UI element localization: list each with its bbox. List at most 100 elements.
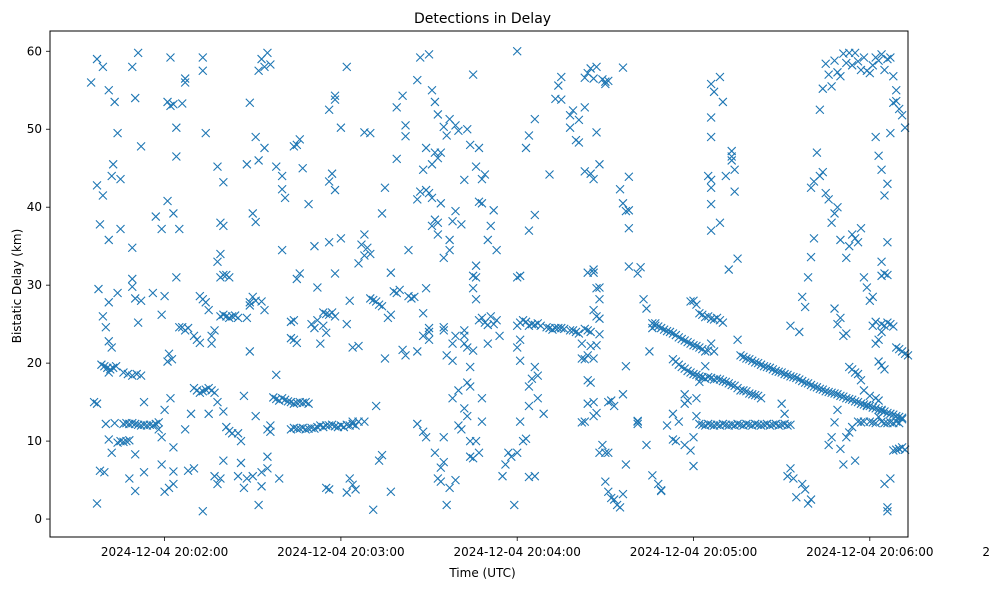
detection-point bbox=[589, 305, 598, 315]
detection-point bbox=[477, 198, 487, 208]
detection-point bbox=[415, 53, 425, 62]
detection-point bbox=[883, 179, 892, 189]
detection-point bbox=[163, 196, 172, 206]
detection-point bbox=[169, 209, 178, 218]
detection-point bbox=[865, 401, 875, 411]
detection-point bbox=[374, 300, 384, 310]
detection-point bbox=[797, 292, 807, 302]
detection-point bbox=[242, 313, 252, 323]
detection-point bbox=[439, 253, 449, 263]
detection-point bbox=[454, 126, 463, 136]
detection-point bbox=[254, 500, 264, 510]
detection-point bbox=[592, 283, 601, 293]
detection-point bbox=[856, 375, 866, 385]
detection-point bbox=[733, 419, 742, 429]
detection-point bbox=[236, 458, 246, 468]
detection-point bbox=[633, 417, 643, 426]
detection-point bbox=[859, 400, 869, 409]
detection-point bbox=[692, 341, 701, 351]
detection-point bbox=[818, 167, 828, 177]
detection-point bbox=[166, 53, 175, 62]
detection-point bbox=[348, 480, 358, 490]
detection-point bbox=[721, 171, 731, 181]
detection-point bbox=[888, 410, 898, 419]
detection-point bbox=[853, 57, 863, 66]
detection-point bbox=[850, 396, 860, 406]
detection-point bbox=[589, 174, 598, 184]
detection-point bbox=[183, 323, 193, 333]
detection-point bbox=[465, 382, 475, 391]
detection-point bbox=[777, 399, 787, 409]
detection-point bbox=[844, 241, 854, 251]
detection-point bbox=[386, 310, 396, 320]
detection-point bbox=[151, 212, 161, 221]
detection-point bbox=[318, 308, 328, 317]
detection-point bbox=[762, 362, 772, 372]
detection-point bbox=[477, 393, 487, 403]
detection-point bbox=[122, 436, 131, 446]
detection-point bbox=[539, 409, 549, 419]
detection-point bbox=[789, 474, 798, 483]
detection-point bbox=[169, 99, 178, 109]
detection-point bbox=[780, 409, 789, 419]
detection-point bbox=[107, 171, 117, 181]
detection-point bbox=[600, 477, 610, 487]
detection-point bbox=[583, 350, 593, 360]
detection-point bbox=[756, 393, 766, 403]
detection-point bbox=[198, 506, 208, 516]
detection-point bbox=[700, 361, 710, 371]
detection-point bbox=[897, 110, 907, 120]
detection-point bbox=[111, 361, 121, 371]
detection-point bbox=[248, 292, 258, 302]
detection-point bbox=[724, 265, 734, 274]
detection-point bbox=[618, 63, 628, 73]
detection-point bbox=[718, 376, 728, 386]
detection-point bbox=[424, 50, 434, 59]
detection-point bbox=[95, 219, 105, 229]
detection-point bbox=[265, 421, 275, 430]
detection-point bbox=[894, 418, 904, 428]
detection-point bbox=[821, 188, 831, 198]
detection-point bbox=[880, 364, 889, 374]
detection-point bbox=[847, 230, 857, 239]
detection-point bbox=[98, 311, 108, 321]
detection-point bbox=[686, 446, 695, 455]
detection-point bbox=[786, 420, 795, 430]
detection-point bbox=[524, 382, 534, 391]
detection-point bbox=[201, 128, 211, 138]
detection-point bbox=[715, 218, 725, 228]
detection-point bbox=[218, 310, 228, 320]
detection-point bbox=[456, 425, 466, 434]
detection-point bbox=[104, 368, 114, 377]
detection-point bbox=[254, 66, 264, 76]
detection-point bbox=[818, 84, 828, 94]
detection-point bbox=[621, 206, 631, 216]
detection-point bbox=[833, 389, 842, 399]
detection-point bbox=[797, 376, 807, 386]
detection-point bbox=[486, 221, 496, 231]
detection-point bbox=[430, 448, 440, 458]
detection-point bbox=[104, 336, 114, 346]
detection-point bbox=[439, 457, 449, 467]
detection-point bbox=[786, 321, 795, 331]
detection-point bbox=[189, 331, 199, 341]
detection-point bbox=[171, 272, 181, 282]
detection-point bbox=[874, 335, 884, 345]
detection-point bbox=[301, 397, 311, 407]
detection-point bbox=[274, 474, 284, 483]
detection-point bbox=[797, 479, 807, 489]
detection-point bbox=[157, 310, 167, 320]
detection-point bbox=[154, 425, 164, 434]
detection-point bbox=[130, 449, 140, 459]
detection-point bbox=[324, 485, 334, 494]
detection-point bbox=[742, 354, 751, 363]
detection-point bbox=[167, 354, 177, 364]
detection-point bbox=[530, 471, 540, 481]
detection-point bbox=[433, 230, 443, 239]
detection-point bbox=[163, 97, 172, 107]
detection-point bbox=[94, 284, 103, 294]
detection-point bbox=[694, 419, 704, 429]
x-axis-title: Time (UTC) bbox=[448, 566, 515, 580]
detection-point bbox=[894, 444, 904, 454]
